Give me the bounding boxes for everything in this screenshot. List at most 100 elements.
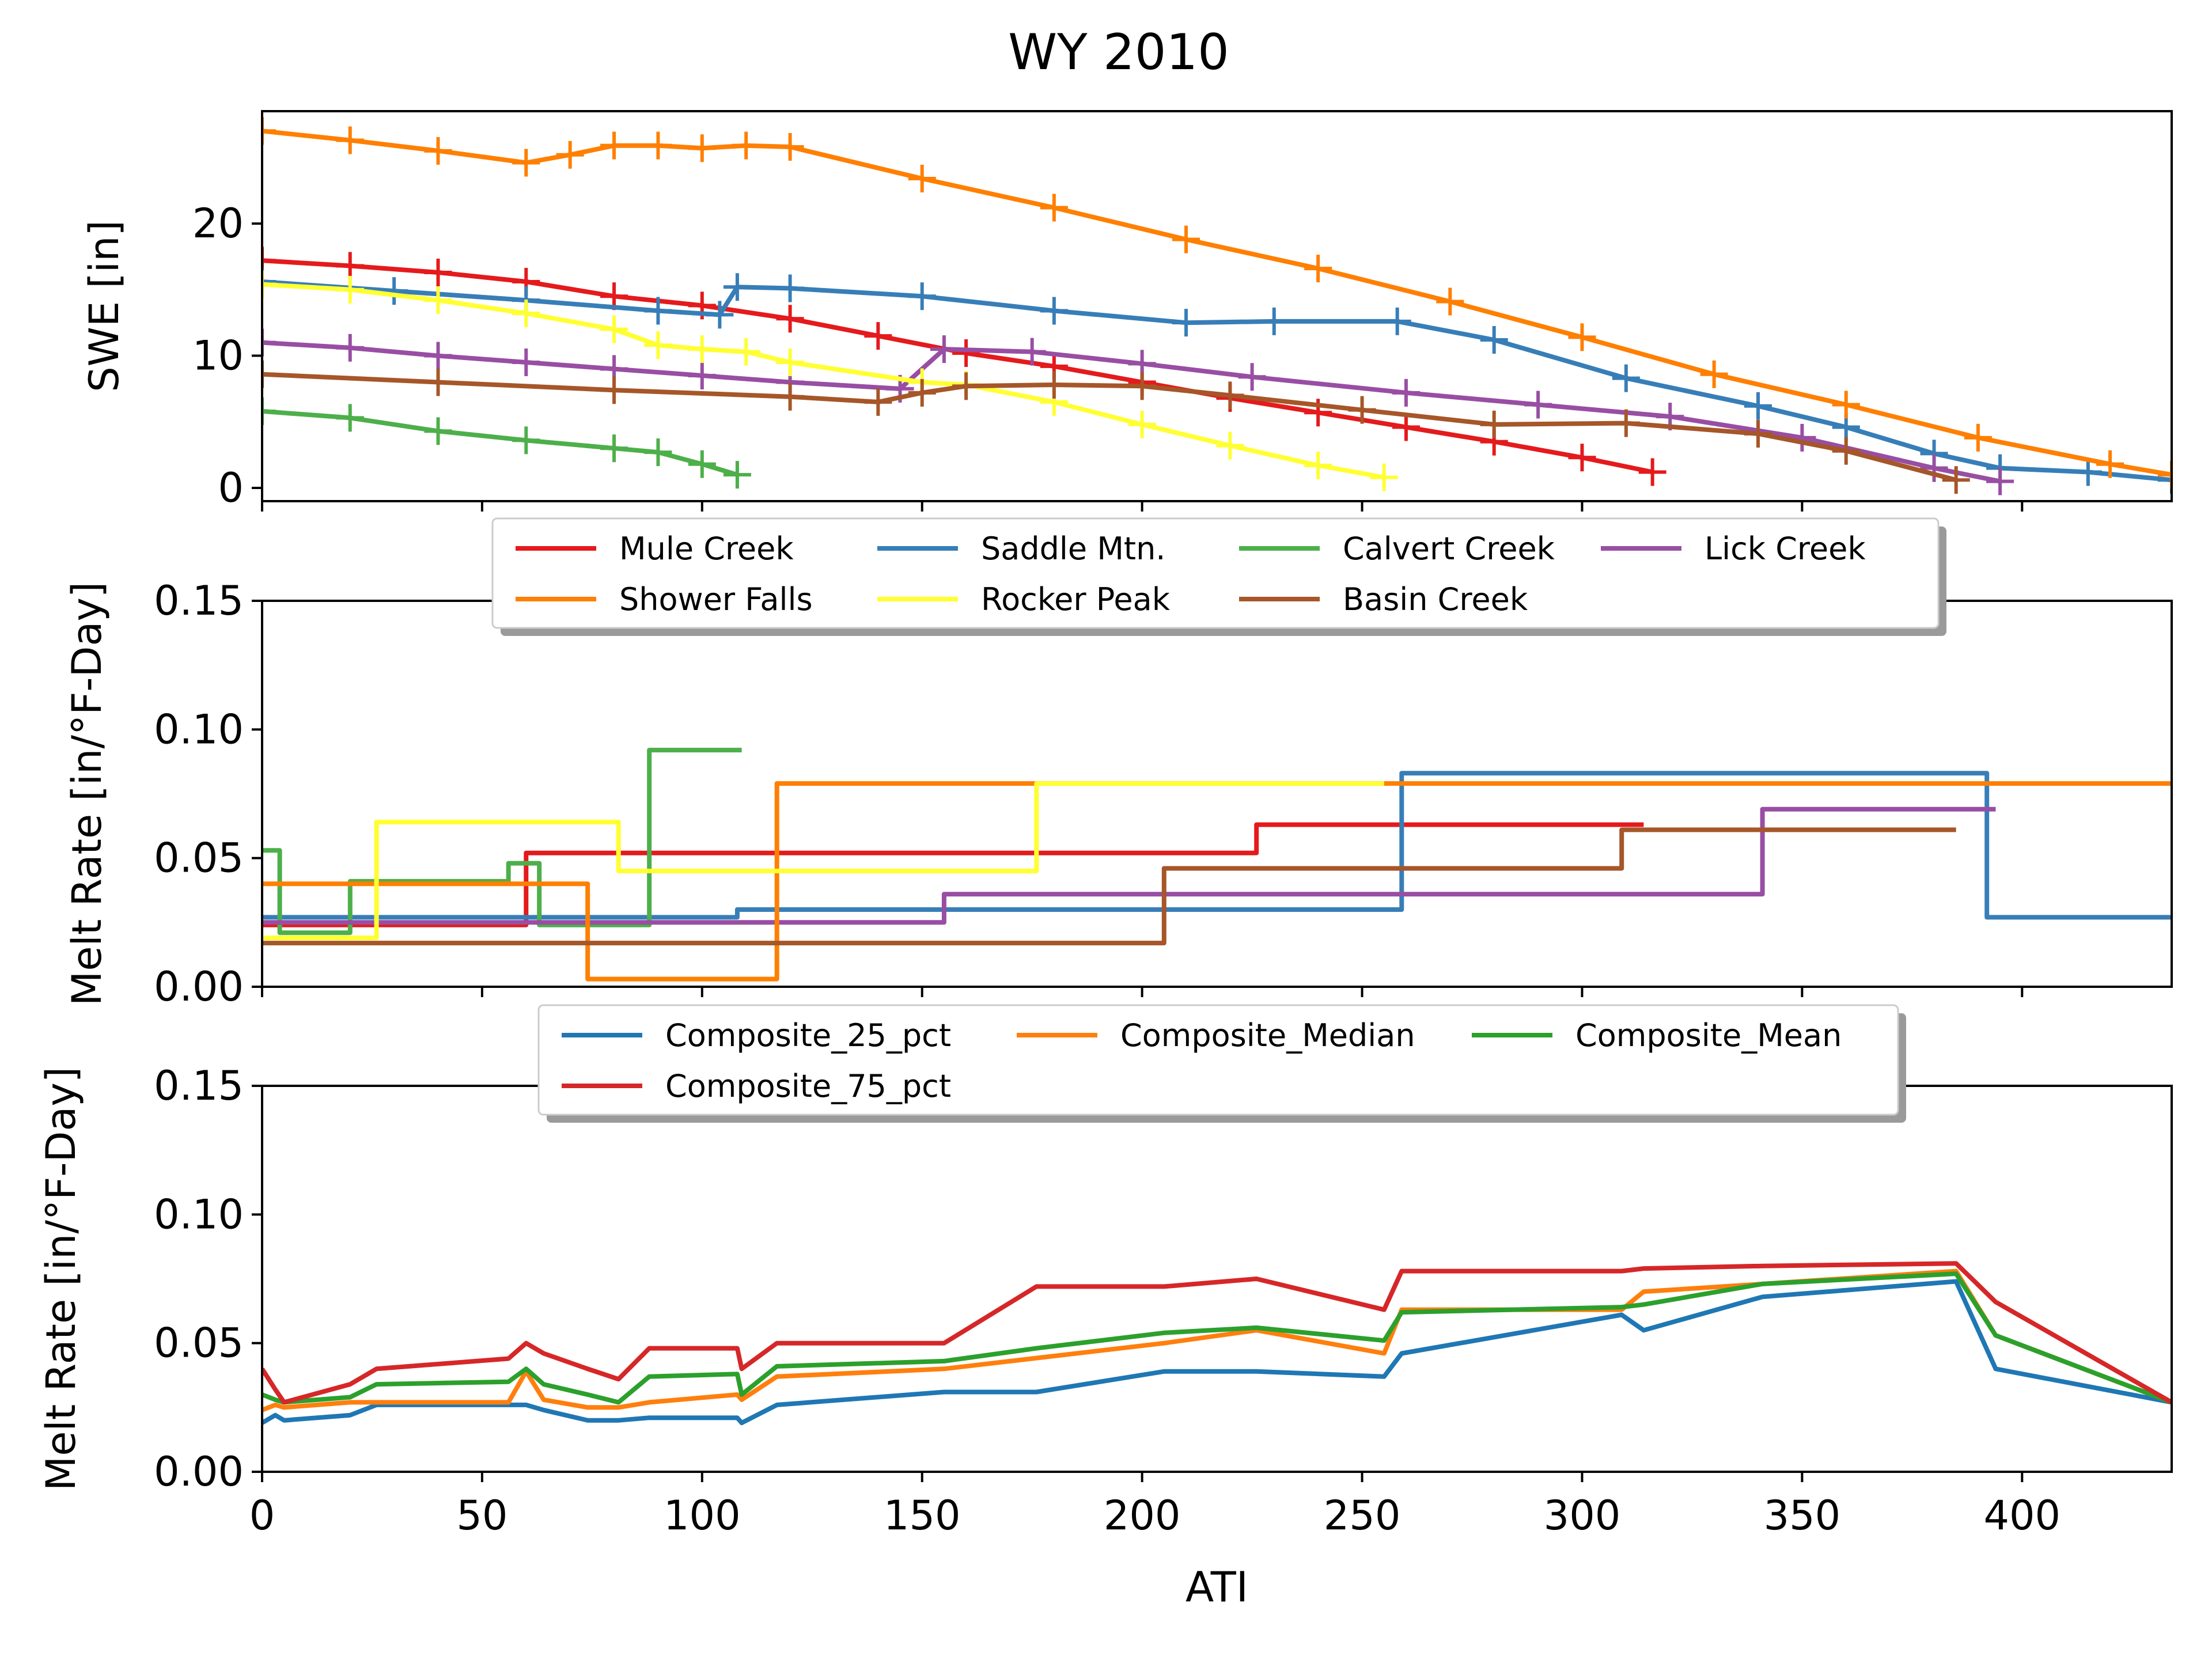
data-point-shower-falls [1964, 423, 1992, 452]
series-line-lick-creek [262, 340, 2001, 484]
data-point-saddle-mtn [1612, 364, 1640, 392]
data-point-mule-creek [262, 247, 276, 275]
data-point-basin-creek [952, 372, 980, 400]
data-point-saddle-mtn [908, 282, 936, 310]
plot-frame [261, 110, 2173, 502]
data-point-basin-creek [424, 368, 452, 396]
legend-box [491, 517, 1940, 629]
data-point-basin-creek [1832, 437, 1860, 465]
data-point-lick-creek [1788, 423, 1816, 452]
data-point-shower-falls [1568, 323, 1596, 351]
data-point-mule-creek [424, 258, 452, 286]
x-tick-label: 250 [1324, 1492, 1401, 1539]
data-point-rocker-peak [644, 331, 672, 359]
data-point-saddle-mtn [644, 297, 672, 325]
series-group [262, 748, 2172, 982]
legend-entry: Composite_25_pct [665, 1017, 951, 1054]
data-point-mule-creek [952, 339, 980, 367]
x-tick-label: 350 [1764, 1492, 1841, 1539]
data-point-calvert-creek [600, 434, 628, 463]
data-point-lick-creek [1986, 467, 2014, 495]
series-line-mule-creek [262, 822, 1644, 927]
data-point-basin-creek [1480, 410, 1508, 438]
data-point-shower-falls [688, 134, 716, 162]
legend-entry: Composite_75_pct [665, 1068, 951, 1104]
figure-title: WY 2010 [1008, 24, 1229, 81]
data-point-calvert-creek [644, 438, 672, 467]
data-point-saddle-mtn [1480, 326, 1508, 354]
data-point-calvert-creek [262, 397, 276, 425]
series-group [262, 1261, 2172, 1426]
series-line-calvert-creek [262, 748, 742, 935]
data-point-basin-creek [1744, 419, 1772, 448]
data-point-basin-creek [776, 382, 804, 411]
data-point-mule-creek [1568, 444, 1596, 472]
data-point-lick-creek [1392, 378, 1420, 407]
x-tick-label: 300 [1544, 1492, 1621, 1539]
data-point-shower-falls [1436, 287, 1464, 316]
x-tick-label: 100 [664, 1492, 741, 1539]
series-line-calvert-creek [262, 408, 738, 477]
data-point-shower-falls [908, 165, 936, 193]
data-point-saddle-mtn [776, 274, 804, 302]
data-point-basin-creek [908, 378, 936, 407]
legend: Composite_25_pct Composite_Median Composit… [537, 1004, 1906, 1123]
data-point-mule-creek [336, 252, 364, 280]
data-point-rocker-peak [424, 286, 452, 315]
y-tick-label: 0.15 [154, 577, 244, 624]
panel-3: 0.00 0.05 0.10 0.15 0 50 100 150 200 250 300 350 400… [37, 1004, 2173, 1611]
data-point-lick-creek [1920, 454, 1948, 482]
data-point-shower-falls [262, 117, 276, 145]
data-point-lick-creek [1524, 391, 1552, 419]
data-point-lick-creek [1018, 338, 1046, 366]
panel-1: 0 10 20 SWE [in] [81, 110, 2173, 512]
data-point-basin-creek [1040, 371, 1068, 399]
data-point-lick-creek [1238, 363, 1266, 391]
series-group [262, 117, 2172, 495]
data-point-basin-creek [600, 376, 628, 404]
series-line-rocker-peak [262, 282, 1385, 480]
data-point-shower-falls [776, 132, 804, 161]
data-point-saddle-mtn [2074, 458, 2102, 486]
data-point-lick-creek [424, 342, 452, 370]
x-tick-label: 0 [249, 1492, 275, 1539]
data-point-shower-falls [1040, 194, 1068, 222]
data-point-saddle-mtn [1383, 307, 1411, 335]
data-point-saddle-mtn [1172, 309, 1200, 337]
series-line-composite-median [262, 1268, 2172, 1412]
data-point-rocker-peak [776, 349, 804, 377]
panels: 0 10 20 SWE [in] 0.00 0.05 0.10 0.15 Melt Rate [… [37, 110, 2173, 1611]
data-point-shower-falls [424, 137, 452, 165]
data-point-rocker-peak [1304, 452, 1332, 480]
data-point-shower-falls [1172, 225, 1200, 253]
data-point-shower-falls [644, 131, 672, 160]
y-tick-label: 0.00 [154, 1448, 244, 1495]
legend-entry: Shower Falls [619, 581, 813, 618]
data-point-calvert-creek [723, 461, 751, 489]
data-point-mule-creek [776, 305, 804, 333]
data-point-basin-creek [1128, 372, 1156, 400]
data-point-saddle-mtn [1260, 307, 1288, 335]
legend: Mule Creek Saddle Mtn. Calvert Creek Lick C… [491, 517, 1946, 636]
data-point-rocker-peak [1216, 431, 1244, 460]
y-tick-label: 0.10 [154, 1191, 244, 1238]
y-tick-label: 0.15 [154, 1062, 244, 1109]
data-point-saddle-mtn [380, 277, 408, 305]
legend-entry: Mule Creek [619, 531, 794, 567]
data-point-mule-creek [864, 322, 892, 350]
data-point-shower-falls [600, 131, 628, 160]
series-line-basin-creek [262, 827, 1956, 946]
y-tick-label: 0 [218, 464, 244, 512]
y-tick-label: 0.00 [154, 963, 244, 1010]
data-point-saddle-mtn [262, 268, 276, 296]
series-line-shower-falls [262, 781, 2172, 982]
data-point-calvert-creek [688, 450, 716, 478]
x-tick-label: 200 [1104, 1492, 1181, 1539]
y-tick-label: 0.10 [154, 706, 244, 753]
data-point-saddle-mtn [706, 301, 734, 329]
data-point-lick-creek [262, 328, 276, 357]
y-tick-label: 10 [192, 332, 244, 380]
x-tick-label: 400 [1983, 1492, 2061, 1539]
data-point-rocker-peak [1128, 410, 1156, 438]
data-point-saddle-mtn [1744, 392, 1772, 420]
